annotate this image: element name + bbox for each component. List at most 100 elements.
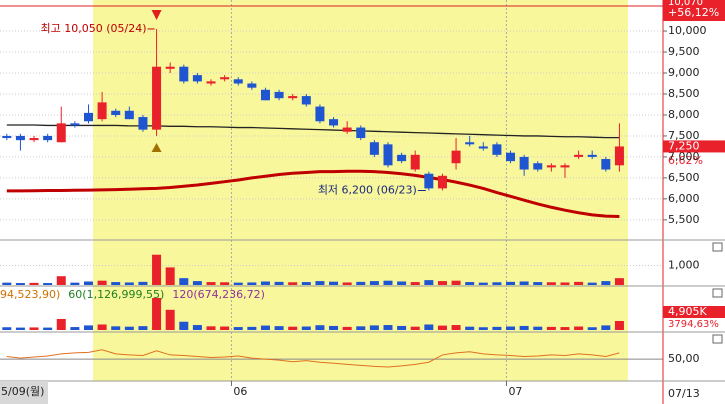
candle-body <box>574 154 584 157</box>
amount-bar <box>356 326 366 330</box>
candle-body <box>138 117 148 130</box>
y-tick-label: 10,000 <box>668 24 707 37</box>
amount-bar <box>165 309 175 330</box>
volume-bar <box>397 281 407 285</box>
candle-body <box>369 142 379 155</box>
volume-bar <box>315 281 325 285</box>
amount-bar <box>465 326 475 330</box>
amount-bar <box>29 327 39 330</box>
candle-body <box>437 175 447 189</box>
panel-buttons <box>712 242 723 344</box>
candle-body <box>383 144 393 166</box>
volume-bar <box>260 281 270 285</box>
candle-body <box>342 127 352 132</box>
volume-bar <box>165 267 175 285</box>
close-button[interactable] <box>712 242 723 252</box>
amount-bar <box>329 325 339 330</box>
volume-bar <box>301 282 311 285</box>
close-button[interactable] <box>712 334 723 344</box>
amount-bar <box>437 325 447 330</box>
amount-bar <box>247 326 257 330</box>
amount-bar <box>70 327 80 330</box>
volume-bar <box>124 282 134 285</box>
amount-bar <box>124 326 134 330</box>
candle-body <box>424 173 434 189</box>
candle-body <box>43 135 53 141</box>
volume-bar <box>288 282 298 285</box>
amount-bar <box>506 326 516 330</box>
low-marker <box>151 143 162 152</box>
y-tick-label: 7,500 <box>668 129 700 142</box>
candle-body <box>492 144 502 155</box>
amount-bar <box>451 325 461 330</box>
candle-body <box>220 77 230 80</box>
amount-bar <box>342 326 352 330</box>
y-tick-label: 9,000 <box>668 66 700 79</box>
y-tick-label: 7,000 <box>668 150 700 163</box>
amount-bar <box>43 327 53 330</box>
amount-bar <box>83 325 93 330</box>
candle-body <box>111 110 121 115</box>
volume-bar <box>274 281 284 285</box>
volume-bar <box>43 283 53 285</box>
volume-bar <box>383 280 393 285</box>
candle-body <box>288 96 298 99</box>
volume-bar <box>574 281 584 285</box>
header-price: 10,070 <box>668 0 703 8</box>
amount-bar <box>397 325 407 330</box>
volume-bar <box>451 280 461 285</box>
candle-body <box>2 135 12 139</box>
amount-bar <box>369 325 379 330</box>
amount-bar <box>56 318 66 330</box>
candle-body <box>533 163 543 170</box>
volume-bar <box>492 282 502 285</box>
candle-body <box>247 83 257 88</box>
amount-bar <box>301 326 311 330</box>
amount-bar <box>533 326 543 330</box>
volume-bar <box>220 282 230 285</box>
volume-bar <box>410 282 420 285</box>
volume-bar <box>97 280 107 285</box>
amount-bar <box>111 326 121 330</box>
amount-bar <box>383 325 393 330</box>
x-tick-label: 06 <box>233 385 247 398</box>
y-tick-label: 9,500 <box>668 45 700 58</box>
volume-bar <box>329 281 339 285</box>
volume-bar <box>2 282 12 285</box>
start-date: 5/09(월) <box>1 385 44 398</box>
candle-body <box>601 159 611 170</box>
candle-body <box>70 123 80 126</box>
volume-bar <box>247 282 257 285</box>
amount-bar <box>492 326 502 330</box>
y-tick-label: 6,000 <box>668 192 700 205</box>
amount-bar <box>519 325 529 330</box>
candle-body <box>546 165 556 168</box>
highlight-region <box>93 0 628 381</box>
low-annotation: 최저 6,200 (06/23) <box>318 183 417 196</box>
legend-entry: 94,523,90) <box>0 288 60 301</box>
candle-body <box>478 146 488 149</box>
amount-bar <box>97 324 107 330</box>
amount-bar <box>560 327 570 330</box>
volume-bar <box>560 282 570 285</box>
amount-bar <box>601 325 611 330</box>
volume-bar <box>29 282 39 285</box>
y-tick-label: 5,500 <box>668 213 700 226</box>
last-price-label: 7,250 <box>668 139 700 152</box>
candle-body <box>301 96 311 105</box>
candle-body <box>260 89 270 101</box>
candle-body <box>206 81 216 84</box>
close-button[interactable] <box>712 288 723 298</box>
candle-body <box>465 142 475 145</box>
volume-bar <box>152 254 162 285</box>
volume-bar <box>424 280 434 285</box>
amount-bar <box>614 320 624 330</box>
date-box <box>0 381 48 404</box>
candle-body <box>315 106 325 122</box>
volume-bar <box>111 282 121 285</box>
candle-body <box>15 135 25 141</box>
volume-bar <box>506 281 516 285</box>
volume-bar <box>519 281 529 285</box>
volume-bar <box>369 281 379 285</box>
volume-bar <box>546 282 556 285</box>
